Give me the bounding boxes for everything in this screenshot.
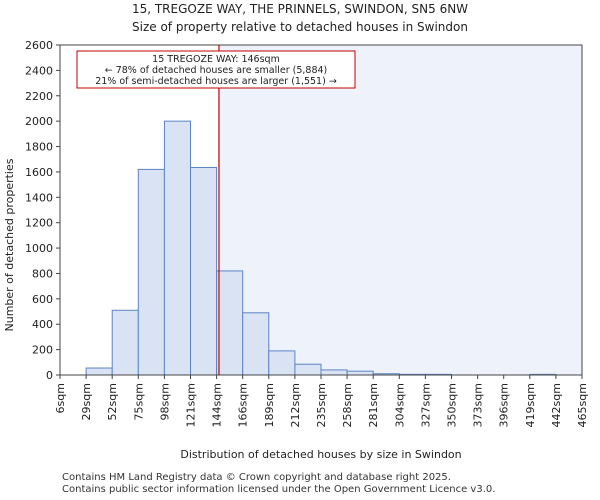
x-tick-label: 258sqm bbox=[341, 383, 354, 427]
histogram-bar bbox=[268, 350, 296, 376]
y-tick-label: 1800 bbox=[25, 141, 53, 154]
y-tick-label: 2200 bbox=[25, 90, 53, 103]
annotation-line-1: 15 TREGOZE WAY: 146sqm bbox=[152, 54, 280, 65]
highlight-region bbox=[218, 45, 583, 375]
x-tick-label: 396sqm bbox=[498, 383, 511, 427]
x-tick-label: 281sqm bbox=[367, 383, 380, 427]
x-tick-label: 373sqm bbox=[472, 383, 485, 427]
y-tick-label: 200 bbox=[32, 344, 53, 357]
x-tick-label: 235sqm bbox=[315, 383, 328, 427]
x-tick-label: 189sqm bbox=[263, 383, 276, 427]
y-tick-label: 0 bbox=[46, 369, 53, 382]
y-tick-label: 600 bbox=[32, 293, 53, 306]
footer-line-1: Contains HM Land Registry data © Crown c… bbox=[62, 472, 451, 483]
x-tick-label: 144sqm bbox=[211, 383, 224, 427]
y-tick-label: 1400 bbox=[25, 191, 53, 204]
histogram-bar bbox=[137, 168, 165, 376]
histogram-bar bbox=[85, 367, 113, 376]
x-tick-label: 166sqm bbox=[237, 383, 250, 427]
x-tick-label: 98sqm bbox=[158, 383, 171, 420]
histogram-bar bbox=[320, 369, 348, 376]
x-tick-label: 442sqm bbox=[550, 383, 563, 427]
x-tick-label: 6sqm bbox=[54, 383, 67, 413]
x-tick-label: 75sqm bbox=[132, 383, 145, 420]
y-tick-label: 1000 bbox=[25, 242, 53, 255]
histogram-bar bbox=[346, 370, 374, 376]
annotation-line-3: 21% of semi-detached houses are larger (… bbox=[95, 76, 337, 87]
annotation-line-2: ← 78% of detached houses are smaller (5,… bbox=[105, 65, 328, 76]
y-tick-label: 2600 bbox=[25, 39, 53, 52]
y-tick-label: 2400 bbox=[25, 64, 53, 77]
x-tick-label: 419sqm bbox=[524, 383, 537, 427]
footer-line-2: Contains public sector information licen… bbox=[62, 484, 496, 495]
histogram-bar bbox=[242, 312, 270, 376]
x-tick-label: 327sqm bbox=[419, 383, 432, 427]
histogram-bar bbox=[111, 309, 139, 376]
x-tick-label: 350sqm bbox=[446, 383, 459, 427]
x-tick-label: 212sqm bbox=[289, 383, 302, 427]
y-tick-label: 2000 bbox=[25, 115, 53, 128]
histogram-chart: 0 200 400 600 800 1000 1200 1400 1600 1800 2000 220… bbox=[3, 39, 589, 461]
x-tick-label: 304sqm bbox=[393, 383, 406, 427]
x-tick-label: 465sqm bbox=[576, 383, 589, 427]
x-tick-label: 121sqm bbox=[185, 383, 198, 427]
histogram-bar bbox=[163, 120, 191, 376]
x-tick-label: 52sqm bbox=[106, 383, 119, 420]
histogram-bar bbox=[190, 166, 218, 376]
y-tick-label: 1200 bbox=[25, 217, 53, 230]
x-tick-label: 29sqm bbox=[80, 383, 93, 420]
y-axis-label: Number of detached properties bbox=[3, 158, 16, 331]
y-tick-label: 400 bbox=[32, 318, 53, 331]
histogram-bar bbox=[216, 270, 244, 376]
y-tick-label: 1600 bbox=[25, 166, 53, 179]
y-tick-label: 800 bbox=[32, 267, 53, 280]
histogram-bar bbox=[294, 363, 322, 376]
chart-subtitle: Size of property relative to detached ho… bbox=[132, 20, 468, 34]
x-axis-label: Distribution of detached houses by size … bbox=[180, 448, 461, 461]
chart-title: 15, TREGOZE WAY, THE PRINNELS, SWINDON, … bbox=[131, 2, 469, 16]
annotation-box bbox=[76, 50, 356, 89]
